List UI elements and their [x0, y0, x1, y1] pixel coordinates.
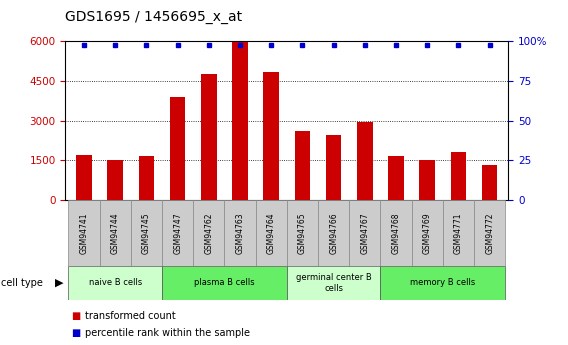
Bar	[68, 266, 162, 300]
Text: percentile rank within the sample: percentile rank within the sample	[85, 328, 250, 337]
Bar	[131, 200, 162, 266]
Text: GSM94769: GSM94769	[423, 212, 432, 254]
Bar	[474, 200, 506, 266]
Text: ■: ■	[71, 311, 80, 321]
Text: memory B cells: memory B cells	[410, 278, 475, 287]
Text: GSM94771: GSM94771	[454, 212, 463, 254]
Text: GSM94747: GSM94747	[173, 212, 182, 254]
Text: GSM94772: GSM94772	[485, 212, 494, 254]
Bar	[68, 200, 99, 266]
Text: GSM94762: GSM94762	[204, 212, 214, 254]
Bar	[412, 200, 443, 266]
Bar	[326, 135, 341, 200]
Bar	[99, 200, 131, 266]
Text: GSM94763: GSM94763	[236, 212, 245, 254]
Bar	[381, 200, 412, 266]
Text: germinal center B
cells: germinal center B cells	[296, 273, 371, 293]
Text: ■: ■	[71, 328, 80, 337]
Bar	[482, 165, 498, 200]
Bar	[450, 152, 466, 200]
Bar	[295, 131, 310, 200]
Bar	[76, 155, 92, 200]
Text: GSM94745: GSM94745	[142, 212, 151, 254]
Bar	[162, 200, 193, 266]
Bar	[419, 160, 435, 200]
Bar	[318, 200, 349, 266]
Bar	[389, 156, 404, 200]
Bar	[139, 156, 154, 200]
Text: naive B cells: naive B cells	[89, 278, 142, 287]
Bar	[193, 200, 224, 266]
Bar	[201, 75, 216, 200]
Text: transformed count: transformed count	[85, 311, 176, 321]
Bar	[443, 200, 474, 266]
Bar	[224, 200, 256, 266]
Bar	[287, 266, 381, 300]
Text: GSM94741: GSM94741	[80, 212, 89, 254]
Text: ▶: ▶	[56, 278, 64, 288]
Text: plasma B cells: plasma B cells	[194, 278, 255, 287]
Bar	[170, 97, 185, 200]
Bar	[357, 122, 373, 200]
Bar	[349, 200, 381, 266]
Text: GSM94768: GSM94768	[391, 212, 400, 254]
Bar	[232, 42, 248, 200]
Bar	[162, 266, 287, 300]
Bar	[287, 200, 318, 266]
Bar	[107, 160, 123, 200]
Text: GSM94764: GSM94764	[267, 212, 275, 254]
Text: GSM94766: GSM94766	[329, 212, 338, 254]
Text: GDS1695 / 1456695_x_at: GDS1695 / 1456695_x_at	[65, 10, 243, 24]
Bar	[264, 72, 279, 200]
Text: cell type: cell type	[1, 278, 43, 288]
Bar	[381, 266, 506, 300]
Text: GSM94744: GSM94744	[111, 212, 120, 254]
Text: GSM94765: GSM94765	[298, 212, 307, 254]
Bar	[256, 200, 287, 266]
Text: GSM94767: GSM94767	[360, 212, 369, 254]
